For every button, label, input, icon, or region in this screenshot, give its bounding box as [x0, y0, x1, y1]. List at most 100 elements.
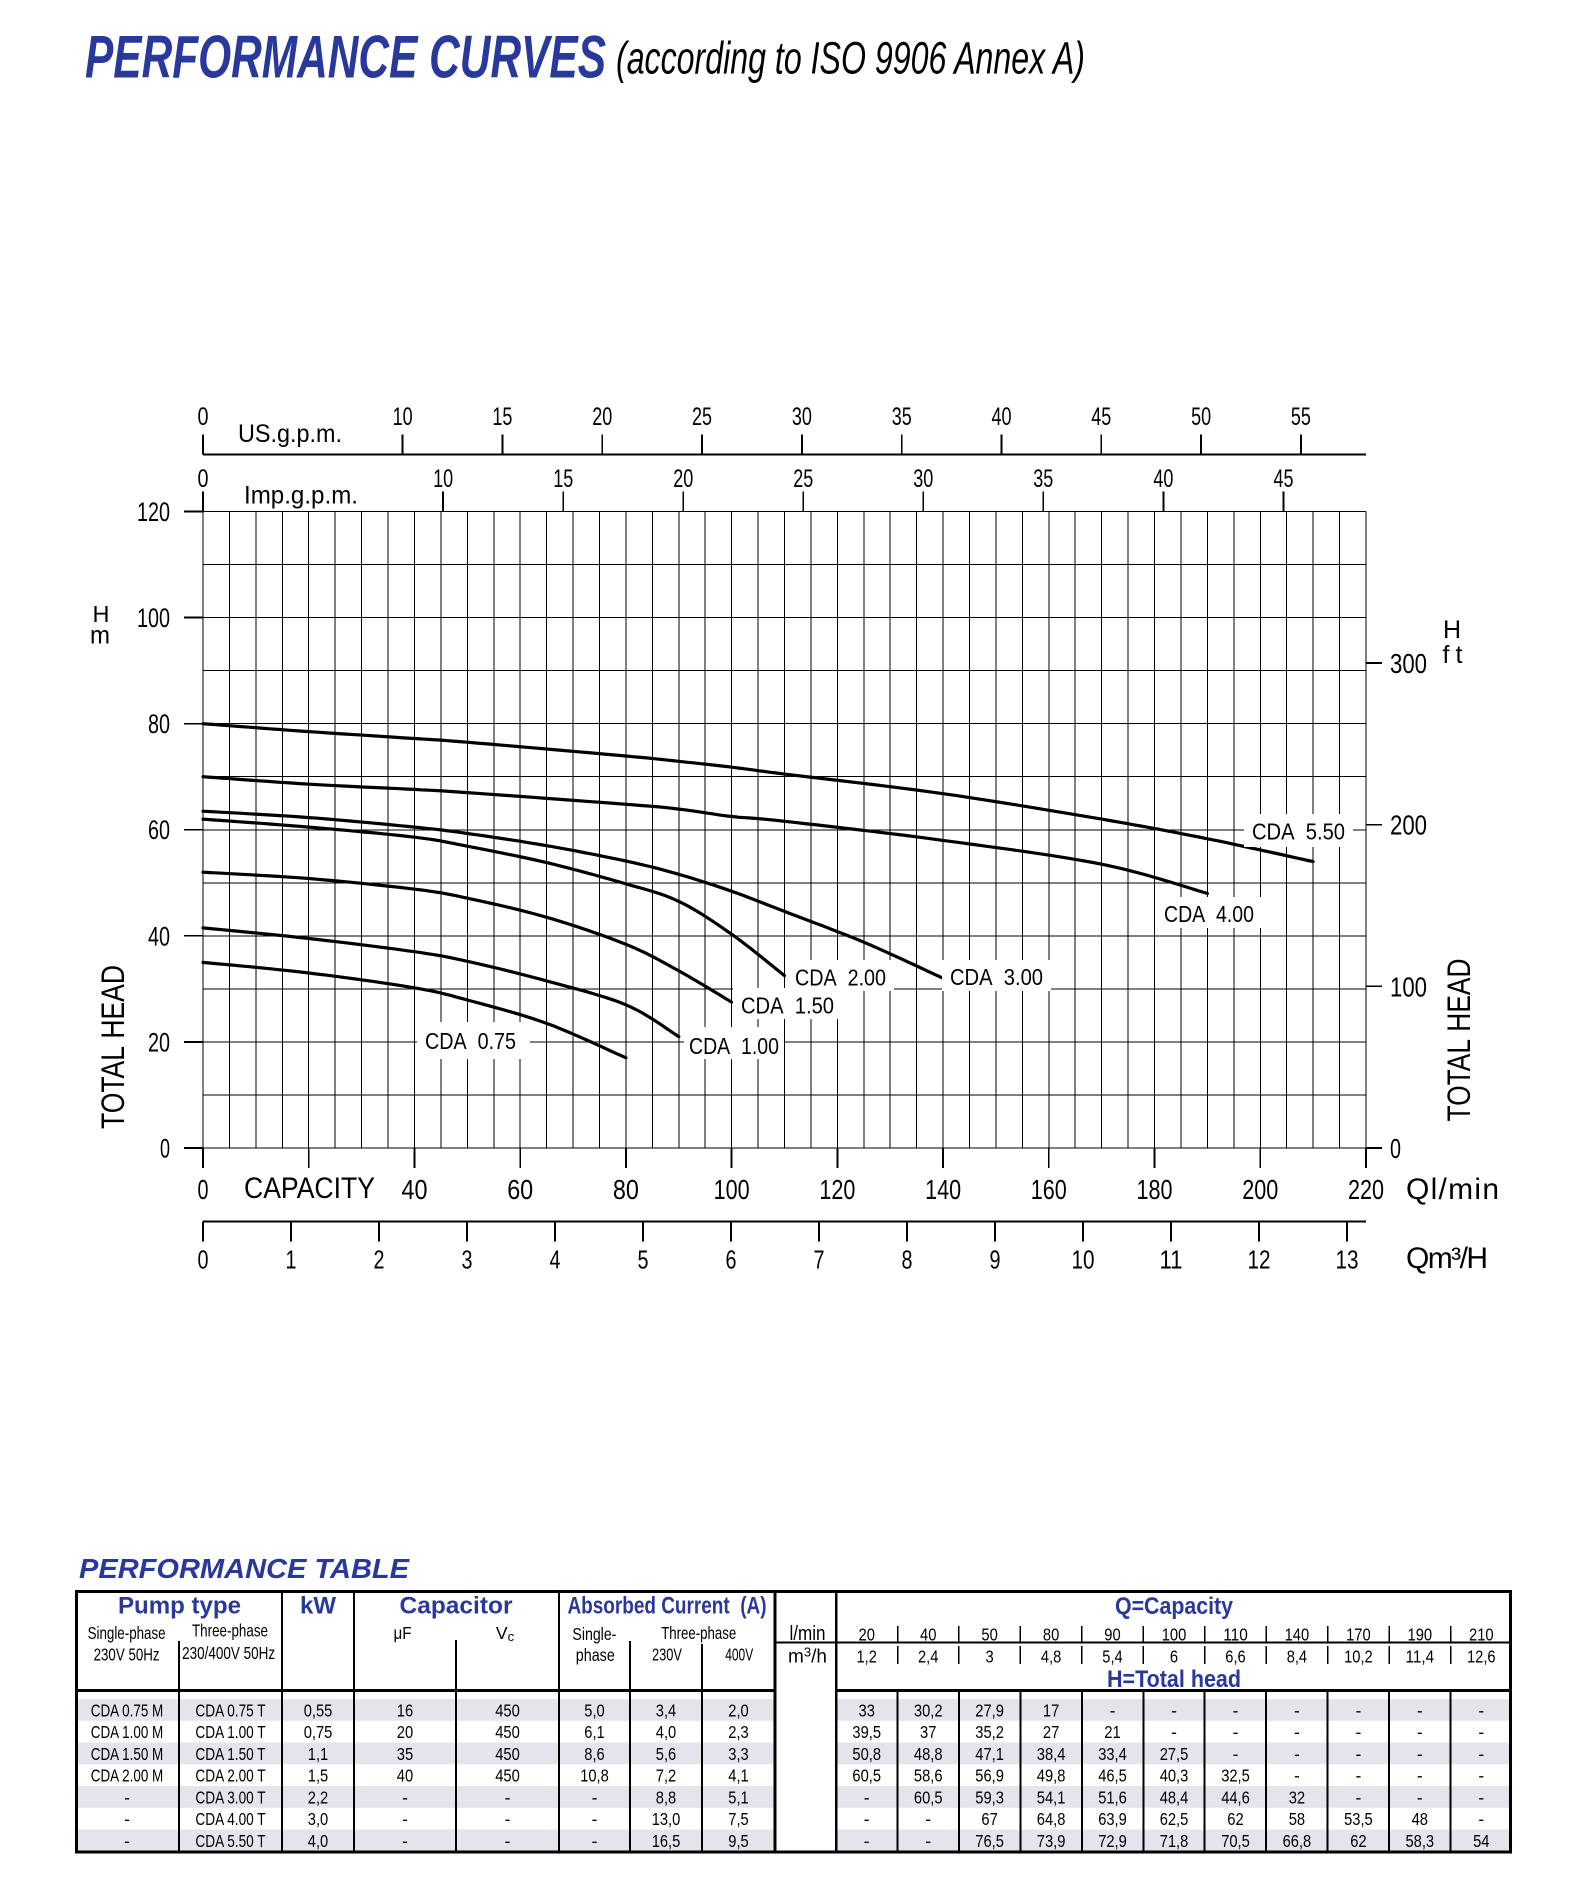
- svg-text:210: 210: [1469, 1625, 1494, 1645]
- svg-text:-: -: [1355, 1722, 1361, 1742]
- svg-text:-: -: [925, 1831, 931, 1851]
- svg-text:37: 37: [920, 1722, 936, 1742]
- svg-text:230/400V 50Hz: 230/400V 50Hz: [182, 1643, 275, 1663]
- svg-text:10,2: 10,2: [1344, 1647, 1373, 1667]
- svg-text:39,5: 39,5: [852, 1722, 881, 1742]
- svg-text:120: 120: [819, 1174, 855, 1205]
- svg-text:-: -: [1294, 1766, 1300, 1786]
- svg-text:-: -: [1417, 1787, 1423, 1807]
- svg-text:4,8: 4,8: [1041, 1647, 1061, 1667]
- svg-text:-: -: [1171, 1700, 1177, 1720]
- svg-text:PERFORMANCE TABLE: PERFORMANCE TABLE: [79, 1553, 410, 1584]
- svg-text:-: -: [864, 1787, 870, 1807]
- svg-text:0: 0: [1390, 1133, 1401, 1164]
- svg-text:100: 100: [714, 1174, 750, 1205]
- svg-text:55: 55: [1291, 403, 1311, 431]
- svg-text:-: -: [505, 1831, 511, 1851]
- svg-text:62: 62: [1227, 1809, 1243, 1829]
- svg-text:48,4: 48,4: [1160, 1787, 1189, 1807]
- svg-text:90: 90: [1104, 1625, 1121, 1645]
- svg-text:17: 17: [1043, 1700, 1059, 1720]
- svg-text:2,2: 2,2: [308, 1787, 328, 1807]
- svg-text:30: 30: [913, 465, 933, 493]
- svg-text:1,1: 1,1: [308, 1744, 328, 1764]
- svg-text:-: -: [1478, 1722, 1484, 1742]
- svg-text:15: 15: [492, 403, 512, 431]
- svg-text:190: 190: [1408, 1625, 1433, 1645]
- svg-text:11,4: 11,4: [1406, 1647, 1435, 1667]
- svg-text:35,2: 35,2: [975, 1722, 1004, 1742]
- svg-text:50,8: 50,8: [852, 1744, 881, 1764]
- svg-text:72,9: 72,9: [1098, 1831, 1127, 1851]
- svg-text:64,8: 64,8: [1037, 1809, 1066, 1829]
- svg-text:7: 7: [814, 1245, 825, 1275]
- svg-text:20: 20: [673, 465, 693, 493]
- svg-text:-: -: [592, 1787, 598, 1807]
- svg-text:45: 45: [1274, 465, 1294, 493]
- svg-text:-: -: [1233, 1722, 1239, 1742]
- svg-text:27: 27: [1043, 1722, 1059, 1742]
- svg-text:48: 48: [1412, 1809, 1428, 1829]
- svg-text:13: 13: [1336, 1245, 1359, 1275]
- svg-text:5,0: 5,0: [584, 1700, 605, 1720]
- svg-text:-: -: [1478, 1766, 1484, 1786]
- svg-text:m3/h: m3/h: [788, 1645, 827, 1668]
- svg-text:Single-: Single-: [572, 1624, 616, 1644]
- svg-text:5,6: 5,6: [656, 1744, 676, 1764]
- svg-text:Single-phase: Single-phase: [88, 1623, 166, 1643]
- svg-text:54: 54: [1473, 1831, 1490, 1851]
- svg-text:CDA 1.50 T: CDA 1.50 T: [195, 1744, 265, 1764]
- svg-text:-: -: [592, 1831, 598, 1851]
- svg-text:6,1: 6,1: [584, 1722, 604, 1742]
- svg-text:30: 30: [792, 403, 812, 431]
- svg-text:-: -: [402, 1809, 408, 1829]
- svg-text:53,5: 53,5: [1344, 1809, 1373, 1829]
- svg-text:60: 60: [507, 1174, 533, 1205]
- svg-text:3,3: 3,3: [728, 1744, 748, 1764]
- svg-text:44,6: 44,6: [1221, 1787, 1250, 1807]
- svg-text:40: 40: [992, 403, 1012, 431]
- svg-text:-: -: [505, 1809, 511, 1829]
- svg-text:40: 40: [1153, 465, 1173, 493]
- svg-text:6: 6: [1170, 1647, 1178, 1667]
- svg-text:CDA 3.00 T: CDA 3.00 T: [195, 1787, 265, 1807]
- svg-text:16,5: 16,5: [652, 1831, 681, 1851]
- svg-text:Imp.g.p.m.: Imp.g.p.m.: [244, 482, 358, 510]
- svg-text:35: 35: [397, 1744, 413, 1764]
- svg-text:-: -: [124, 1787, 130, 1807]
- svg-text:100: 100: [1162, 1625, 1187, 1645]
- svg-text:7,2: 7,2: [656, 1766, 676, 1786]
- svg-text:-: -: [1355, 1744, 1361, 1764]
- svg-text:4,0: 4,0: [308, 1831, 329, 1851]
- svg-text:m: m: [90, 622, 110, 650]
- svg-text:12,6: 12,6: [1467, 1647, 1496, 1667]
- svg-text:Absorbed Current (A): Absorbed Current (A): [568, 1593, 767, 1620]
- svg-text:-: -: [925, 1809, 931, 1829]
- svg-text:TOTAL HEAD: TOTAL HEAD: [1441, 959, 1477, 1122]
- svg-text:2,3: 2,3: [728, 1722, 748, 1742]
- svg-text:450: 450: [495, 1700, 520, 1720]
- svg-text:20: 20: [592, 403, 612, 431]
- svg-text:-: -: [1171, 1722, 1177, 1742]
- svg-text:CDA 0.75 M: CDA 0.75 M: [91, 1700, 164, 1720]
- svg-text:CDA 1.50: CDA 1.50: [741, 993, 834, 1019]
- svg-text:PERFORMANCE CURVES: PERFORMANCE CURVES: [85, 24, 606, 91]
- svg-text:phase: phase: [576, 1645, 615, 1665]
- svg-text:56,9: 56,9: [975, 1766, 1004, 1786]
- svg-text:12: 12: [1248, 1245, 1271, 1275]
- svg-text:-: -: [1110, 1700, 1116, 1720]
- svg-text:CDA 1.00: CDA 1.00: [689, 1033, 779, 1059]
- svg-text:60: 60: [148, 815, 170, 845]
- svg-text:230V 50Hz: 230V 50Hz: [94, 1645, 160, 1665]
- svg-text:5,4: 5,4: [1102, 1647, 1123, 1667]
- svg-text:0: 0: [198, 403, 209, 431]
- svg-text:4: 4: [550, 1245, 561, 1275]
- svg-text:H: H: [1443, 616, 1461, 644]
- svg-text:30,2: 30,2: [914, 1700, 943, 1720]
- svg-text:32: 32: [1289, 1787, 1305, 1807]
- svg-text:CDA 0.75: CDA 0.75: [425, 1028, 516, 1054]
- svg-text:0,55: 0,55: [304, 1700, 333, 1720]
- svg-text:l/min: l/min: [790, 1623, 826, 1645]
- svg-text:-: -: [864, 1809, 870, 1829]
- svg-text:450: 450: [495, 1744, 520, 1764]
